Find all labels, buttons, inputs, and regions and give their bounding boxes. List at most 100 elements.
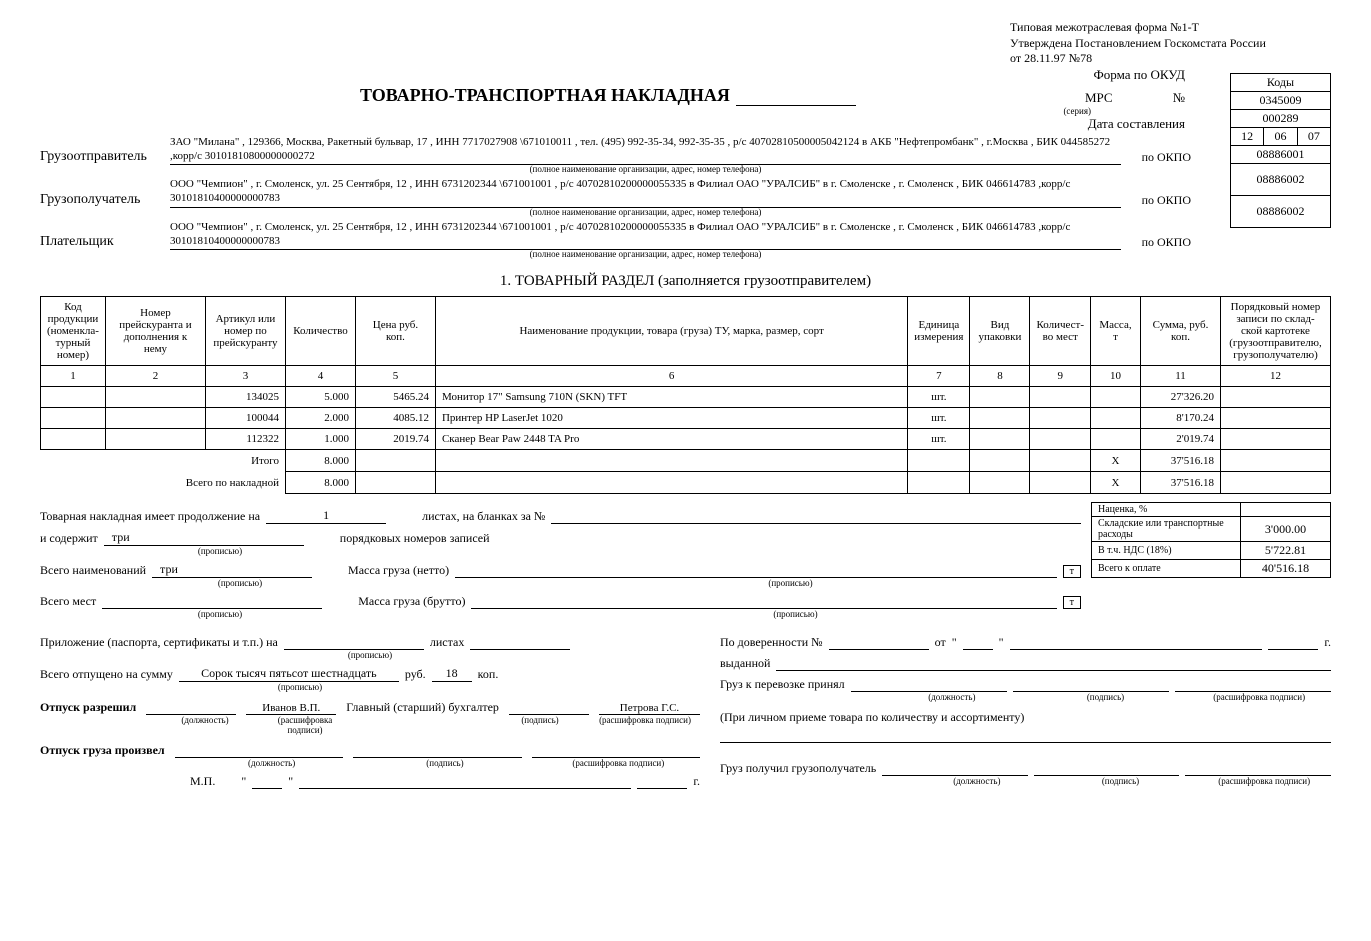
col-num: 5	[355, 366, 435, 387]
contains-value: три	[104, 530, 304, 546]
release-done-label: Отпуск груза произвел	[40, 743, 165, 758]
date-day: 12	[1231, 127, 1264, 145]
approved-by: Утверждена Постановлением Госкомстата Ро…	[1010, 36, 1331, 52]
signature-sub-2: (подпись)	[363, 758, 526, 768]
vsego-label: Всего по накладной	[41, 472, 286, 494]
nacenka-label: Наценка, %	[1092, 503, 1241, 517]
sender-value: ЗАО "Милана" , 129366, Москва, Ракетный …	[170, 136, 1121, 166]
number-label: №	[1173, 90, 1185, 106]
col-num: 3	[205, 366, 285, 387]
nds-value: 5'722.81	[1241, 542, 1331, 560]
col-h-12: Порядковый номер записи по склад-ской ка…	[1221, 297, 1331, 366]
kop-label: коп.	[478, 667, 499, 682]
propis-1: (прописью)	[120, 546, 320, 556]
mass-net-label: Масса груза (нетто)	[348, 563, 449, 578]
form-type: Типовая межотраслевая форма №1-Т	[1010, 20, 1331, 36]
doc-number: 000289	[1231, 109, 1331, 127]
codes-table: Коды 0345009 000289 12 06 07 08886001 08…	[1230, 73, 1331, 228]
col-h-8: Вид упаковки	[970, 297, 1030, 366]
contains-label: и содержит	[40, 531, 98, 546]
decode-sub-5: (расшифровка подписи)	[1197, 776, 1331, 786]
itogo-qty: 8.000	[285, 450, 355, 472]
position-sub-4: (должность)	[910, 776, 1044, 786]
petrova-name: Петрова Г.С.	[599, 702, 700, 715]
itogo-sum: 37'516.18	[1141, 450, 1221, 472]
mpc-label: МРС	[1085, 90, 1113, 106]
org-note-1: (полное наименование организации, адрес,…	[170, 165, 1121, 174]
okpo-label-1: по ОКПО	[1121, 150, 1191, 165]
propis-5: (прописью)	[510, 609, 1081, 619]
org-note-2: (полное наименование организации, адрес,…	[170, 208, 1121, 217]
col-num: 9	[1030, 366, 1091, 387]
col-num: 11	[1141, 366, 1221, 387]
decode-sub-4: (расшифровка подписи)	[1187, 692, 1331, 702]
okpo-payer: 08886002	[1231, 195, 1331, 227]
decode-sub-3: (расшифровка подписи)	[537, 758, 700, 768]
signature-sub-4: (подпись)	[1054, 776, 1188, 786]
attachment-label: Приложение (паспорта, сертификаты и т.п.…	[40, 635, 278, 650]
col-num: 4	[285, 366, 355, 387]
rub-value: 18	[432, 666, 472, 682]
charges-table: Наценка, % Складские или транспортные ра…	[1091, 502, 1331, 578]
propis-7: (прописью)	[190, 682, 410, 692]
document-title: ТОВАРНО-ТРАНСПОРТНАЯ НАКЛАДНАЯ	[360, 85, 730, 106]
names-label: Всего наименований	[40, 563, 146, 578]
propis-3: (прописью)	[500, 578, 1081, 588]
col-h-1: Код продукции (номенкла-турный номер)	[41, 297, 106, 366]
decode-sub-2: (расшифровка подписи)	[590, 715, 700, 735]
receiver-label: Грузополучатель	[40, 192, 170, 208]
chief-acc-label: Главный (старший) бухгалтер	[346, 700, 499, 715]
date-label: Дата составления	[40, 116, 1191, 132]
vsego-sum: 37'516.18	[1141, 472, 1221, 494]
t-unit-2: т	[1063, 596, 1081, 609]
nds-label: В т.ч. НДС (18%)	[1092, 542, 1241, 560]
t-unit-1: т	[1063, 565, 1081, 578]
receiver-value: ООО "Чемпион" , г. Смоленск, ул. 25 Сент…	[170, 178, 1121, 208]
okpo-label-3: по ОКПО	[1121, 235, 1191, 250]
section-1-title: 1. ТОВАРНЫЙ РАЗДЕЛ (заполняется грузоотп…	[40, 273, 1331, 290]
names-value: три	[152, 562, 312, 578]
mass-gross-label: Масса груза (брутто)	[358, 594, 465, 609]
continuation-label: Товарная накладная имеет продолжение на	[40, 509, 260, 524]
payer-label: Плательщик	[40, 234, 170, 250]
position-sub-3: (должность)	[880, 692, 1024, 702]
col-h-9: Количест-во мест	[1030, 297, 1091, 366]
itogo-label: Итого	[41, 450, 286, 472]
ivanov-name: Иванов В.П.	[246, 702, 336, 715]
mp-label: М.П.	[190, 774, 215, 789]
continuation-value: 1	[266, 508, 386, 524]
sum-words: Сорок тысяч пятьсот шестнадцать	[179, 666, 399, 682]
total-pay-value: 40'516.18	[1241, 560, 1331, 578]
propis-6: (прописью)	[300, 650, 440, 660]
sklad-value: 3'000.00	[1241, 517, 1331, 542]
propis-2: (прописью)	[160, 578, 320, 588]
table-row: 1123221.0002019.74Сканер Bear Paw 2448 T…	[41, 429, 1331, 450]
vsego-qty: 8.000	[285, 472, 355, 494]
year-label: г.	[693, 774, 700, 789]
received-label: Груз получил грузополучатель	[720, 761, 876, 776]
col-num: 7	[908, 366, 970, 387]
col-h-6: Наименование продукции, товара (груза) Т…	[435, 297, 907, 366]
rub-label: руб.	[405, 667, 426, 682]
table-row: 1340255.0005465.24Монитор 17" Samsung 71…	[41, 387, 1331, 408]
col-h-3: Артикул или номер по прейскуранту	[205, 297, 285, 366]
goods-table: Код продукции (номенкла-турный номер) Но…	[40, 296, 1331, 494]
sheets-label: листах, на бланках за №	[422, 509, 545, 524]
issued-label: выданной	[720, 656, 770, 671]
accepted-label: Груз к перевозке принял	[720, 677, 845, 692]
ot-label: от	[935, 635, 946, 650]
total-sum-label: Всего отпущено на сумму	[40, 667, 173, 682]
col-num: 2	[105, 366, 205, 387]
signature-sub-1: (подпись)	[500, 715, 580, 735]
itogo-mass: X	[1091, 450, 1141, 472]
sklad-label: Складские или транспортные расходы	[1092, 517, 1241, 542]
series-note: (серия)	[1063, 106, 1091, 116]
payer-value: ООО "Чемпион" , г. Смоленск, ул. 25 Сент…	[170, 221, 1121, 251]
personal-note: (При личном приеме товара по количеству …	[720, 710, 1331, 725]
date-year: 07	[1297, 127, 1330, 145]
propis-4: (прописью)	[110, 609, 330, 619]
col-num: 12	[1221, 366, 1331, 387]
dover-label: По доверенности №	[720, 635, 823, 650]
okud-code: 0345009	[1231, 91, 1331, 109]
sender-label: Грузоотправитель	[40, 149, 170, 165]
